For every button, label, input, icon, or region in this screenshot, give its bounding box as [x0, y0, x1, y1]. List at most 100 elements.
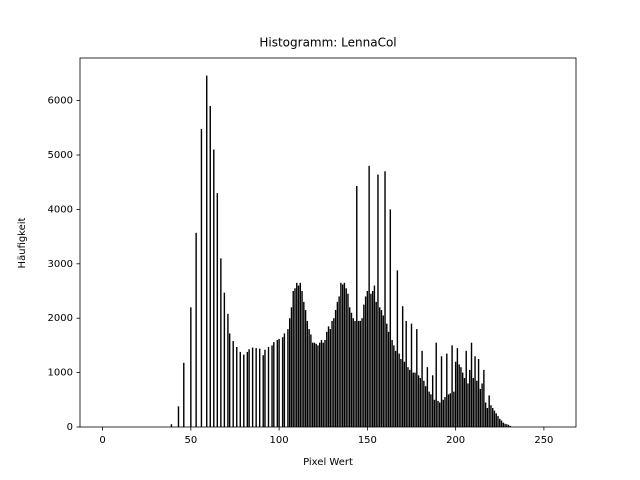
- bar: [326, 331, 328, 427]
- bar: [458, 364, 460, 427]
- bar: [331, 320, 333, 427]
- bar: [195, 232, 197, 427]
- bar: [435, 342, 437, 427]
- bar: [327, 326, 330, 427]
- bar: [488, 395, 490, 427]
- y-tick-label: 0: [67, 422, 73, 433]
- bar: [479, 388, 482, 427]
- bar: [183, 362, 185, 427]
- bar: [258, 348, 261, 427]
- y-tick-label: 5000: [48, 150, 73, 161]
- bar: [354, 320, 356, 427]
- bar: [276, 339, 279, 427]
- bar: [449, 393, 452, 427]
- bar: [251, 347, 254, 427]
- bar: [320, 339, 323, 427]
- bar: [361, 318, 363, 427]
- bar: [439, 402, 441, 427]
- bar: [417, 375, 420, 427]
- bar: [333, 318, 335, 427]
- bar: [340, 282, 342, 427]
- chart-title: Histogramm: LennaCol: [259, 36, 396, 50]
- bar: [255, 348, 257, 427]
- bar: [264, 349, 266, 427]
- bar: [273, 342, 275, 427]
- bar: [311, 342, 314, 427]
- bar: [379, 307, 381, 427]
- bar: [228, 333, 231, 427]
- bar: [426, 367, 429, 427]
- bar: [493, 410, 496, 427]
- bar: [356, 186, 358, 427]
- bar: [200, 128, 203, 427]
- bar: [296, 282, 298, 427]
- bar: [469, 369, 471, 427]
- bar: [322, 342, 324, 427]
- y-tick-label: 6000: [48, 96, 73, 107]
- bar: [409, 369, 411, 427]
- bar: [313, 342, 316, 427]
- bar: [227, 313, 229, 427]
- bar: [453, 391, 455, 427]
- bar: [495, 413, 497, 427]
- bar: [391, 339, 393, 427]
- bar: [405, 320, 407, 427]
- bar: [421, 350, 423, 427]
- bar: [287, 329, 289, 427]
- bar: [239, 351, 241, 427]
- bar: [384, 171, 386, 427]
- bar: [451, 345, 453, 427]
- bar: [509, 425, 512, 427]
- bar: [248, 349, 250, 427]
- bar: [456, 348, 459, 427]
- bar: [423, 380, 425, 427]
- bar: [297, 285, 300, 427]
- bar: [345, 288, 347, 427]
- x-tick-label: 100: [270, 435, 289, 446]
- bar: [223, 292, 226, 427]
- bar: [444, 397, 446, 427]
- bar: [359, 320, 362, 427]
- bar: [389, 209, 392, 427]
- bar: [375, 301, 377, 427]
- bar: [301, 290, 303, 427]
- bar: [403, 361, 406, 427]
- bar: [430, 394, 432, 427]
- bar: [373, 285, 376, 427]
- bar: [407, 367, 409, 427]
- bar: [398, 353, 400, 427]
- bar: [352, 318, 354, 427]
- bar: [343, 282, 346, 427]
- bar: [278, 338, 280, 427]
- bar: [470, 342, 473, 427]
- bar: [267, 347, 270, 427]
- x-tick-label: 250: [534, 435, 553, 446]
- bar: [336, 301, 339, 427]
- y-tick-label: 1000: [48, 368, 73, 379]
- bar: [209, 106, 211, 427]
- bar: [491, 407, 494, 427]
- bar: [315, 343, 317, 427]
- bar: [190, 307, 192, 427]
- bar: [483, 369, 485, 427]
- bar: [347, 293, 349, 427]
- bar: [177, 406, 180, 427]
- bar: [394, 350, 397, 427]
- bar: [380, 310, 383, 427]
- x-axis-label: Pixel Wert: [303, 457, 353, 468]
- bar: [504, 423, 506, 427]
- bar: [497, 416, 499, 427]
- bar: [428, 391, 430, 427]
- bar: [486, 407, 489, 427]
- bar: [306, 320, 309, 427]
- bar: [461, 372, 464, 427]
- bar: [463, 378, 466, 427]
- bar: [484, 402, 487, 427]
- bar: [477, 358, 480, 427]
- bar: [506, 424, 508, 427]
- bar: [232, 341, 234, 427]
- bar: [412, 372, 414, 427]
- bar: [246, 351, 249, 427]
- bar: [476, 380, 478, 427]
